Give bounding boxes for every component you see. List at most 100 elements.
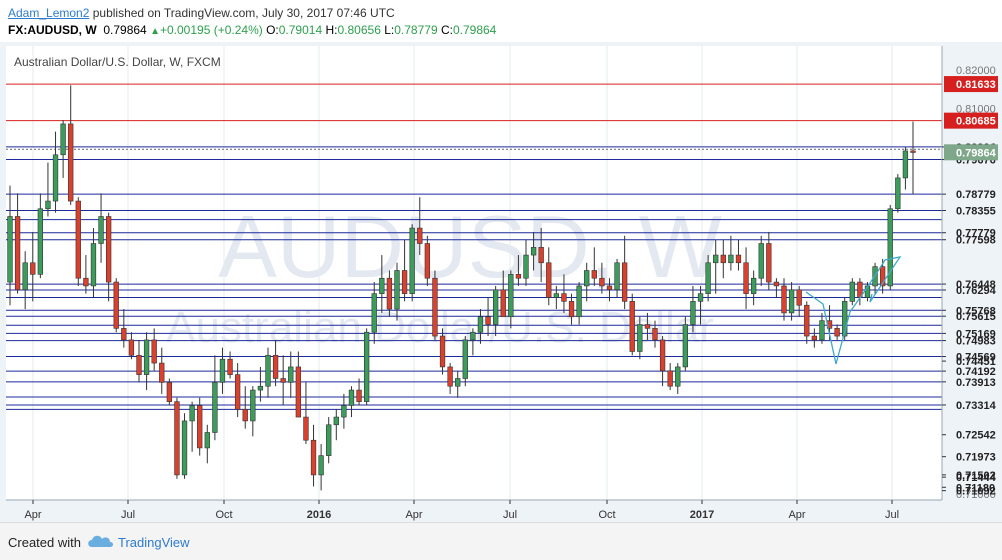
price-axis[interactable]: 0.820000.810000.800000.710000.800040.796… [941,46,998,501]
candle-body [819,320,825,341]
candle-body [455,378,461,387]
time-axis[interactable]: Apr Jul Oct 2016 Apr Jul Oct 2017 Apr Jul [6,499,942,521]
candle-body [470,331,476,341]
watermark: AUDUSD, W Australian Dollar/U.S. Dollar [166,197,722,352]
low-label: L: [384,23,395,37]
candle-body [690,301,696,325]
time-tick-label: Oct [598,509,615,521]
time-tick-label: Jul [121,509,135,521]
candle-body [766,243,772,283]
candle-body [750,277,757,294]
candle-body [849,281,855,302]
candle-body [644,324,651,329]
candle-body [348,389,355,406]
candle-body [151,339,157,364]
price-tag-box [944,112,998,129]
close-value: 0.79864 [452,23,497,37]
level-price-label: 0.71502 [956,470,996,482]
level-price-label: 0.77779 [956,228,996,240]
candle-body [492,289,499,325]
level-price-label: 0.74192 [956,366,996,378]
level-price-label: 0.73913 [956,377,996,389]
candle-body [181,420,188,476]
candle-body [477,316,484,333]
candle-body [591,270,597,279]
candle-body [105,216,112,283]
candle-body [895,177,901,210]
level-price-label: 0.71180 [956,482,995,494]
candle-body [333,416,339,426]
candle-body [318,455,324,476]
level-price-label: 0.78779 [956,189,996,201]
candle-body [14,216,21,291]
candle-body [83,277,89,287]
candle-body [204,432,210,449]
candle-body [561,293,567,302]
candle-body [265,355,271,387]
candle-body [98,216,104,244]
high-label: H: [325,23,338,37]
price-tick-label: 0.82000 [956,65,996,77]
candle-body [758,243,764,279]
candle-body [439,335,446,368]
candle-body [675,366,681,387]
candle-body [379,277,385,294]
candle-body [621,262,628,302]
candle-body [394,270,400,310]
chart-title: Australian Dollar/U.S. Dollar, W, FXCM [14,55,221,69]
candle-body [879,266,886,287]
candle-body [508,274,514,318]
author-link[interactable]: Adam_Lemon2 [8,6,90,20]
level-price-label: 0.75169 [956,328,996,340]
candle-body [842,301,848,337]
candle-body [197,405,203,449]
candle-body [159,362,165,383]
price-tag-label: 0.80685 [956,116,996,128]
candle-body [212,382,218,433]
candle-body [234,374,241,410]
horizontal-levels [6,83,942,410]
last-price: 0.79864 [103,23,147,37]
symbol-label: FX:AUDUSD, W [8,23,97,37]
candle-body [553,293,560,298]
candle-body [166,382,173,402]
low-value: 0.78779 [394,23,438,37]
price-tag-box [944,76,998,93]
candle-body [417,227,423,244]
candle-body [90,243,97,287]
candle-body [781,285,787,314]
price-tag-label: 0.81633 [956,79,996,91]
pattern-line [863,256,902,303]
candle-body [113,281,119,329]
candle-body [136,355,142,375]
price-tick-label: 0.71000 [956,489,996,501]
candlestick-chart[interactable]: AUDUSD, W Australian Dollar/U.S. Dollar … [0,42,1002,522]
candle-body [667,370,673,387]
candle-body [804,304,810,337]
candle-body [22,262,28,291]
level-price-label: 0.77598 [956,235,996,247]
pattern-lines [805,256,902,365]
candle-body [659,339,666,372]
candle-body [30,262,36,275]
candle-body [462,339,468,379]
level-price-label: 0.71092 [956,486,996,498]
level-price-label: 0.74451 [956,356,996,368]
time-tick-label: Apr [24,509,41,521]
level-price-label: 0.74569 [956,352,996,364]
level-price-label: 0.76448 [956,279,996,291]
tradingview-brand-link[interactable]: TradingView [118,535,190,550]
ohlc-info: FX:AUDUSD, W 0.79864 ▲+0.00195 (+0.24%) … [8,23,496,37]
candle-body [902,150,909,179]
candle-body [356,389,362,402]
candle-body [401,270,408,294]
candle-body [174,401,180,476]
candle-body [68,123,74,202]
candle-body [7,216,13,283]
candle-body [728,254,734,264]
candle-body [796,289,802,306]
candle-body [227,358,233,375]
candle-body [887,208,893,287]
candle-body [45,200,51,210]
chart-header: Adam_Lemon2 published on TradingView.com… [0,0,1002,42]
